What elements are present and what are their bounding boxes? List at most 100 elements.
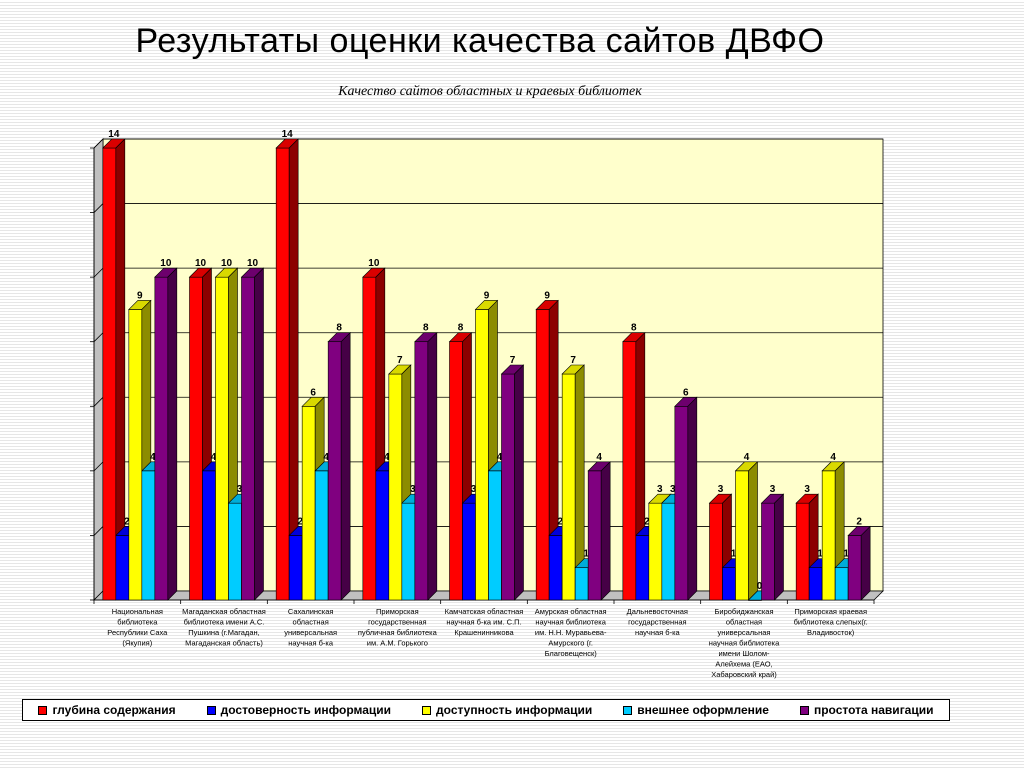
legend-swatch-0 bbox=[38, 705, 48, 715]
legend-swatch-2 bbox=[422, 705, 432, 715]
category-label: Сахалинская областная универсальная научная… bbox=[284, 607, 337, 648]
bar-front bbox=[648, 502, 663, 601]
bar-front bbox=[401, 502, 416, 601]
data-label: 4 bbox=[150, 452, 156, 463]
data-label: 4 bbox=[744, 452, 750, 463]
data-label: 7 bbox=[570, 355, 576, 366]
legend-swatch-3 bbox=[623, 705, 633, 715]
bar-front bbox=[141, 470, 156, 601]
bar bbox=[240, 267, 265, 601]
data-label: 4 bbox=[384, 452, 390, 463]
bar-front bbox=[661, 502, 676, 601]
bar-front bbox=[722, 567, 736, 601]
legend-label-1: достоверность информации bbox=[220, 703, 392, 717]
bar-front bbox=[375, 470, 390, 601]
bar-front bbox=[561, 373, 576, 601]
bar-side bbox=[167, 267, 178, 601]
data-label: 8 bbox=[458, 323, 464, 334]
chart-title: Качество сайтов областных и краевых библ… bbox=[338, 84, 642, 99]
legend-item-4: простота навигации bbox=[799, 703, 934, 717]
bar bbox=[535, 299, 559, 601]
bar-front bbox=[327, 341, 342, 601]
bar-front bbox=[475, 309, 489, 601]
data-label: 9 bbox=[544, 290, 550, 301]
bar bbox=[327, 331, 351, 601]
bar-front bbox=[501, 373, 515, 601]
bar bbox=[500, 364, 525, 601]
data-label: 4 bbox=[497, 452, 503, 463]
data-label: 10 bbox=[247, 258, 259, 269]
data-label: 10 bbox=[368, 258, 380, 269]
data-label: 3 bbox=[804, 484, 810, 495]
legend-label-2: доступность информации bbox=[436, 703, 593, 717]
bar-front bbox=[154, 276, 169, 601]
data-label: 1 bbox=[843, 549, 849, 560]
bar-front bbox=[362, 276, 377, 601]
bar-front bbox=[709, 502, 723, 601]
data-label: 6 bbox=[310, 387, 316, 398]
data-label: 7 bbox=[510, 355, 516, 366]
data-label: 0 bbox=[757, 581, 763, 592]
data-label: 7 bbox=[397, 355, 403, 366]
bar-front bbox=[761, 502, 775, 601]
data-label: 2 bbox=[124, 516, 130, 527]
data-label: 6 bbox=[683, 387, 689, 398]
bar-side bbox=[748, 461, 758, 601]
category-label: Биробиджанская областная универсальная науч… bbox=[709, 607, 780, 679]
legend-swatch-4 bbox=[799, 705, 809, 715]
legend-label-4: простота навигации bbox=[813, 703, 934, 717]
bar bbox=[674, 396, 698, 601]
data-label: 8 bbox=[423, 323, 429, 334]
bar-side bbox=[340, 331, 351, 601]
data-label: 3 bbox=[410, 484, 416, 495]
bar-side bbox=[514, 364, 524, 601]
bar-front bbox=[301, 405, 316, 601]
legend-item-3: внешнее оформление bbox=[623, 703, 769, 717]
data-label: 14 bbox=[108, 129, 120, 140]
data-label: 3 bbox=[718, 484, 724, 495]
bar-front bbox=[115, 535, 130, 601]
bar bbox=[561, 364, 585, 601]
category-label: Дальневосточная государственная научная б-… bbox=[627, 607, 688, 637]
bar-front bbox=[622, 341, 637, 601]
bar-front bbox=[414, 341, 429, 601]
data-label: 3 bbox=[770, 484, 776, 495]
bar bbox=[275, 138, 299, 601]
data-label: 10 bbox=[160, 258, 172, 269]
category-label: Приморская краевая библиотека слепых(г. Вл… bbox=[794, 607, 868, 637]
bar-front bbox=[241, 276, 255, 601]
category-label: Камчатская областная научная б-ка им. С.П… bbox=[445, 607, 524, 637]
bar-side bbox=[687, 396, 698, 601]
bar-front bbox=[735, 470, 749, 601]
data-label: 4 bbox=[323, 452, 329, 463]
bar-side bbox=[860, 525, 871, 601]
bar-front bbox=[548, 535, 563, 601]
chart-legend: глубина содержания достоверность информа… bbox=[22, 699, 950, 721]
data-label: 2 bbox=[856, 516, 862, 527]
bar bbox=[154, 267, 178, 601]
category-label: Магаданская областная библиотека имени А.… bbox=[182, 607, 266, 648]
data-label: 4 bbox=[596, 452, 602, 463]
data-label: 2 bbox=[557, 516, 563, 527]
data-label: 3 bbox=[237, 484, 243, 495]
bar-front bbox=[587, 470, 602, 601]
bar-front bbox=[488, 470, 502, 601]
bar bbox=[734, 461, 759, 601]
bar-front bbox=[635, 535, 650, 601]
bar-front bbox=[314, 470, 329, 601]
category-label: Амурская областная научная библиотека им. … bbox=[535, 607, 607, 658]
legend-swatch-1 bbox=[206, 705, 216, 715]
data-label: 8 bbox=[631, 323, 637, 334]
bar-front bbox=[128, 309, 143, 601]
bar-front bbox=[821, 470, 836, 601]
bar-front bbox=[102, 147, 117, 601]
bar-front bbox=[228, 502, 242, 601]
bar-front bbox=[574, 567, 589, 601]
legend-item-2: доступность информации bbox=[422, 703, 592, 717]
bar bbox=[847, 525, 871, 601]
data-label: 10 bbox=[221, 258, 233, 269]
bar-front bbox=[462, 502, 476, 601]
data-label: 1 bbox=[731, 549, 737, 560]
legend-item-0: глубина содержания bbox=[38, 703, 176, 717]
